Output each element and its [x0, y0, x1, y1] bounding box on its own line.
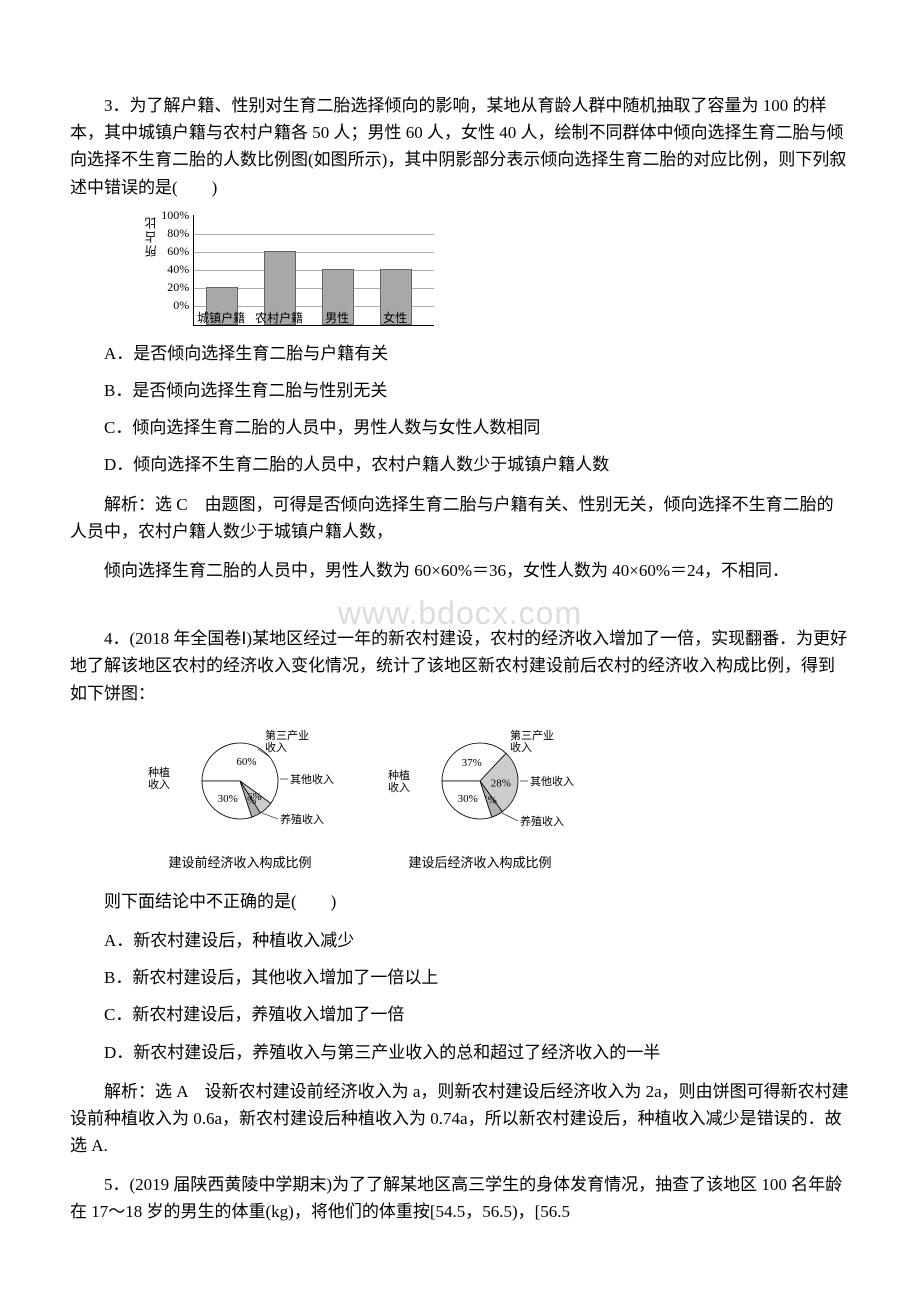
q4-pie-charts: 60%6%4%30%种植收入第三产业收入其他收入养殖收入 建设前经济收入构成比例…	[140, 721, 850, 874]
q4-option-a: A．新农村建设后，种植收入减少	[70, 927, 850, 954]
q4-option-c: C．新农村建设后，养殖收入增加了一倍	[70, 1001, 850, 1028]
bar-category-label: 男性	[325, 309, 349, 328]
pie-pct-label: 37%	[462, 757, 482, 769]
pie-outer-label: 种植	[388, 768, 410, 782]
q4-option-b: B．新农村建设后，其他收入增加了一倍以上	[70, 964, 850, 991]
pie-outer-label: 养殖收入	[280, 812, 324, 826]
barchart-y-axis-label: 所占比	[140, 215, 161, 269]
pie-before: 60%6%4%30%种植收入第三产业收入其他收入养殖收入 建设前经济收入构成比例	[140, 721, 340, 874]
q3-option-c: C．倾向选择生育二胎的人员中，男性人数与女性人数相同	[70, 414, 850, 441]
bar-category-label: 女性	[383, 309, 407, 328]
bar-category-label: 农村户籍	[255, 309, 303, 328]
pie-pct-label: 28%	[491, 777, 511, 789]
pie-before-svg: 60%6%4%30%种植收入第三产业收入其他收入养殖收入	[140, 721, 340, 841]
pie-pct-label: 30%	[458, 793, 478, 805]
pie-before-caption: 建设前经济收入构成比例	[140, 853, 340, 874]
q4-solution: 解析：选 A 设新农村建设前经济收入为 a，则新农村建设后经济收入为 2a，则由…	[70, 1078, 850, 1160]
pie-outer-label: 养殖收入	[520, 814, 564, 828]
q3-solution-p2: 倾向选择生育二胎的人员中，男性人数为 60×60%＝36，女性人数为 40×60…	[70, 557, 850, 584]
page: 3．为了解户籍、性别对生育二胎选择倾向的影响，某地从育龄人群中随机抽取了容量为 …	[0, 0, 920, 1302]
q3-option-b: B．是否倾向选择生育二胎与性别无关	[70, 377, 850, 404]
q3-stem: 3．为了解户籍、性别对生育二胎选择倾向的影响，某地从育龄人群中随机抽取了容量为 …	[70, 92, 850, 201]
barchart-plot-area: 城镇户籍农村户籍 男性 女性	[193, 215, 434, 326]
q4-after-chart: 则下面结论中不正确的是( )	[70, 888, 850, 915]
pie-after-svg: 37%28%5%30%种植收入第三产业收入其他收入养殖收入	[380, 721, 580, 841]
q5-stem: 5．(2019 届陕西黄陵中学期末)为了了解某地区高三学生的身体发育情况，抽查了…	[70, 1171, 850, 1225]
pie-outer-label: 收入	[148, 777, 170, 791]
pie-outer-label: 其他收入	[530, 774, 574, 788]
pie-pct-label: 30%	[218, 793, 238, 805]
q3-option-a: A．是否倾向选择生育二胎与户籍有关	[70, 340, 850, 367]
pie-outer-label: 收入	[388, 780, 410, 794]
q4-stem: 4．(2018 年全国卷Ⅰ)某地区经过一年的新农村建设，农村的经济收入增加了一倍…	[70, 625, 850, 707]
q3-solution-p1: 解析：选 C 由题图，可得是否倾向选择生育二胎与户籍有关、性别无关，倾向选择不生…	[70, 491, 850, 545]
pie-outer-label: 其他收入	[290, 772, 334, 786]
bar-category-label: 城镇户籍	[197, 309, 245, 328]
pie-outer-label: 第三产业	[510, 728, 554, 742]
barchart-y-ticks: 100%80%60%40%20%0%	[161, 215, 193, 305]
pie-outer-label: 收入	[510, 740, 532, 754]
pie-pct-label: 60%	[236, 756, 256, 768]
pie-outer-label: 种植	[148, 765, 170, 779]
q3-bar-chart: 所占比 100%80%60%40%20%0% 城镇户籍农村户籍 男性 女性	[140, 215, 850, 326]
q3-option-d: D．倾向选择不生育二胎的人员中，农村户籍人数少于城镇户籍人数	[70, 451, 850, 478]
pie-after: 37%28%5%30%种植收入第三产业收入其他收入养殖收入 建设后经济收入构成比…	[380, 721, 580, 874]
pie-after-caption: 建设后经济收入构成比例	[380, 853, 580, 874]
pie-outer-label: 第三产业	[265, 728, 309, 742]
q4-option-d: D．新农村建设后，养殖收入与第三产业收入的总和超过了经济收入的一半	[70, 1039, 850, 1066]
pie-outer-label: 收入	[265, 740, 287, 754]
